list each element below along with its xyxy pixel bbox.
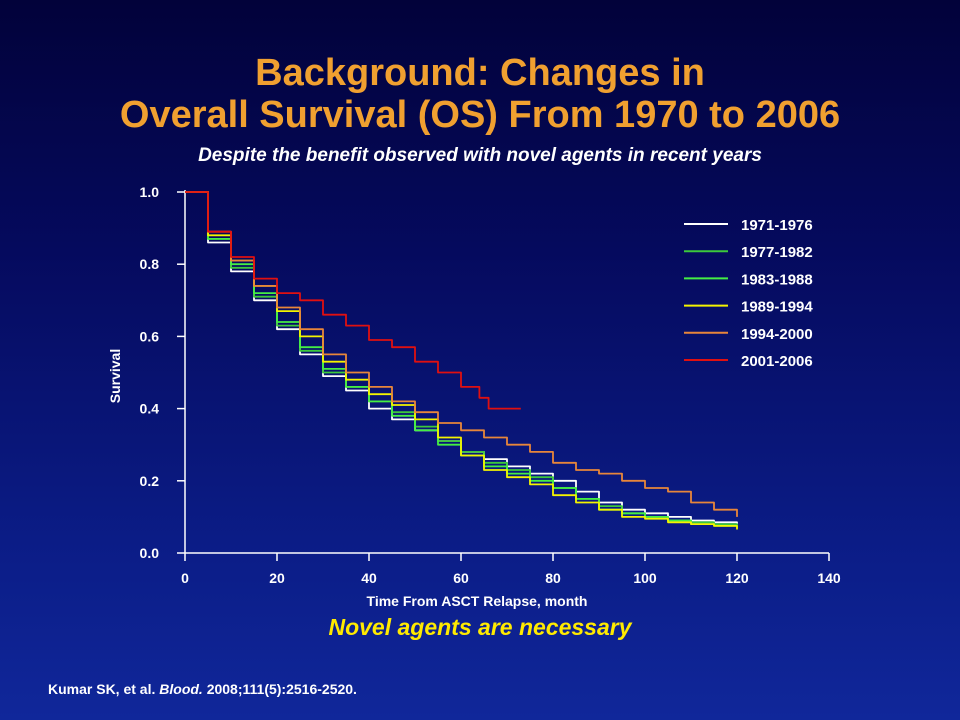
x-tick-label: 20 — [269, 570, 285, 586]
x-tick-label: 80 — [545, 570, 561, 586]
y-tick-label: 0.2 — [140, 473, 160, 489]
y-axis-label: Survival — [107, 349, 123, 403]
series-line-2001-2006 — [185, 191, 521, 410]
legend-label: 2001-2006 — [741, 353, 813, 370]
y-tick-label: 0.6 — [140, 328, 160, 344]
citation: Kumar SK, et al. Blood. 2008;111(5):2516… — [48, 681, 357, 697]
y-tick-label: 0.4 — [140, 401, 160, 417]
y-tick-label: 1.0 — [140, 184, 160, 200]
series-line-1989-1994 — [185, 191, 738, 530]
series-line-1971-1976 — [185, 191, 738, 525]
series-line-1994-2000 — [185, 191, 738, 517]
slide-title-line1: Background: Changes in — [255, 52, 705, 94]
citation-journal: Blood. — [159, 681, 203, 697]
chart-legend: 1971-1976 1977-1982 1983-1988 1989-1994 1994… — [684, 217, 813, 370]
legend-label: 1983-1988 — [741, 271, 813, 288]
legend-label: 1971-1976 — [741, 217, 813, 234]
y-tick-label: 0.8 — [140, 256, 160, 272]
y-tick-label: 0.0 — [140, 545, 160, 561]
citation-details: 2008;111(5):2516-2520. — [206, 681, 357, 697]
x-tick-label: 100 — [633, 570, 657, 586]
callout-text: Novel agents are necessary — [328, 614, 632, 640]
x-tick-label: 140 — [817, 570, 841, 586]
series-line-1977-1982 — [185, 191, 738, 528]
series-line-1983-1988 — [185, 191, 738, 528]
x-tick-label: 60 — [453, 570, 469, 586]
legend-label: 1977-1982 — [741, 244, 813, 261]
x-tick-label: 0 — [181, 570, 189, 586]
chart-axes: 0.0 0.2 0.4 0.6 0.8 1.0 0 20 40 60 80 100 120 140 Time… — [107, 184, 841, 609]
x-tick-label: 40 — [361, 570, 377, 586]
chart-series — [185, 191, 738, 530]
slide-subtitle: Despite the benefit observed with novel … — [198, 145, 762, 166]
x-axis-label: Time From ASCT Relapse, month — [367, 593, 588, 609]
slide-title-line2: Overall Survival (OS) From 1970 to 2006 — [119, 94, 841, 136]
citation-authors: Kumar SK, et al. — [48, 681, 156, 697]
legend-label: 1989-1994 — [741, 299, 813, 316]
slide-title: Background: Changes in Overall Survival … — [0, 52, 960, 136]
x-tick-label: 120 — [725, 570, 749, 586]
legend-label: 1994-2000 — [741, 326, 813, 343]
